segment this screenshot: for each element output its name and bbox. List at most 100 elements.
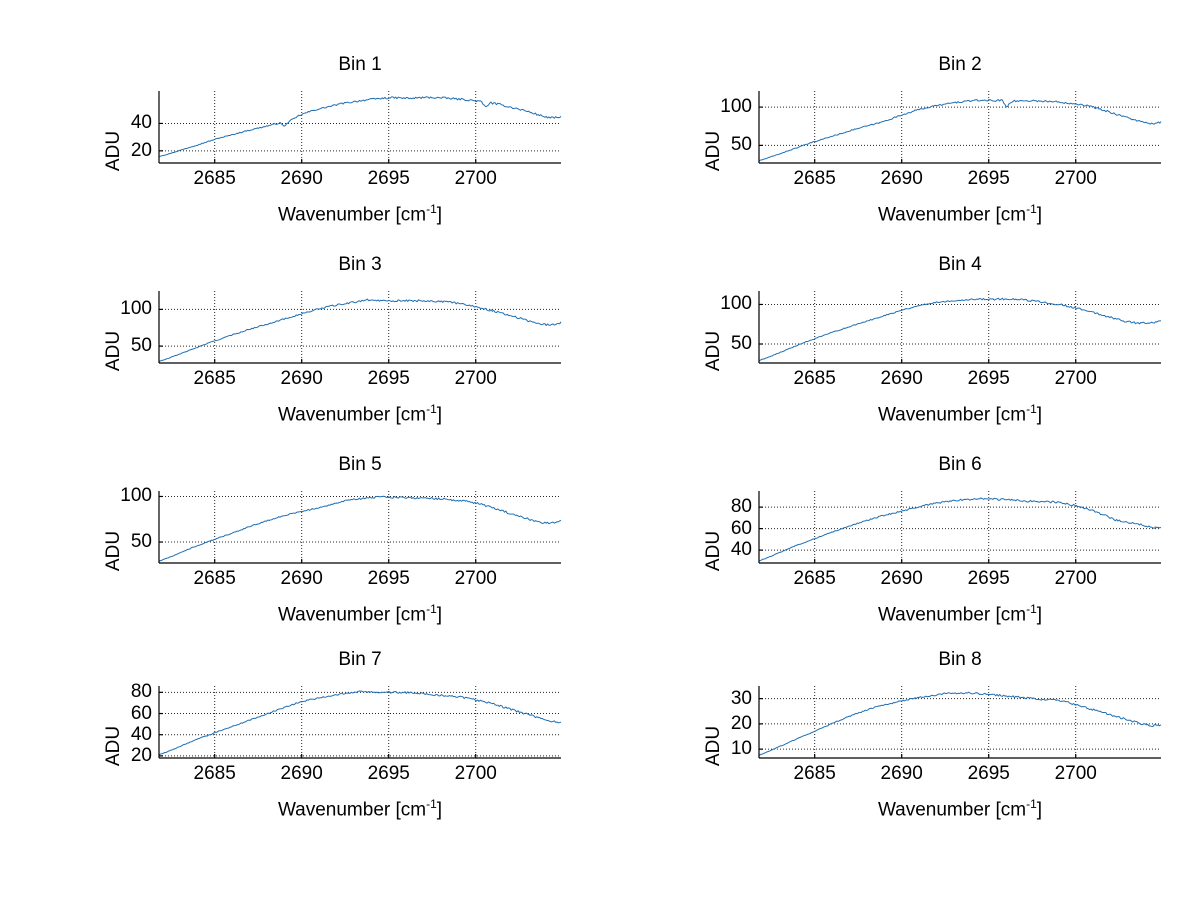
data-series-line [758,497,1162,562]
y-tick-label: 40 [130,112,152,134]
subplot-title: Bin 5 [338,454,382,475]
x-axis-label: Wavenumber [cm-1] [660,797,1200,821]
subplot-bin-3: Bin 3 ADU Wavenumber [cm-1] 50 100 2685 2690 26… [60,250,660,450]
x-tick-label: 2690 [280,168,323,189]
x-axis-label-tail: ] [436,799,443,821]
plot-area [158,685,562,759]
x-axis-label-tail: ] [1036,799,1043,821]
x-axis-label-tail: ] [1036,404,1043,426]
y-tick-label: 40 [730,539,752,561]
x-axis-label-exponent: -1 [426,602,437,616]
y-tick-label: 100 [720,293,752,315]
data-series-line [158,298,562,363]
data-series-line [758,297,1162,362]
x-tick-label: 2690 [280,368,323,389]
plot-area [158,290,562,364]
x-tick-label: 2700 [454,168,497,189]
x-axis-label-tail: ] [436,204,443,226]
x-axis-label: Wavenumber [cm-1] [60,202,660,226]
y-tick-label: 50 [130,531,152,553]
x-tick-label: 2695 [967,763,1010,784]
x-tick-label: 2690 [880,368,923,389]
plot-area [158,90,562,164]
subplot-bin-5: Bin 5 ADU Wavenumber [cm-1] 50 100 2685 2690 26… [60,450,660,650]
y-tick-label: 80 [130,681,152,703]
plot-area [758,685,1162,759]
subplot-title: Bin 8 [938,649,982,670]
x-axis-label-base: Wavenumber [cm [877,404,1027,426]
data-series-line [158,690,562,756]
x-tick-label: 2700 [1054,368,1097,389]
x-axis-label-tail: ] [436,604,443,626]
x-axis-label-base: Wavenumber [cm [277,799,427,821]
x-tick-label: 2685 [793,168,836,189]
x-axis-label: Wavenumber [cm-1] [660,402,1200,426]
plot-area [758,490,1162,564]
x-tick-label: 2695 [367,568,410,589]
x-tick-label: 2690 [280,568,323,589]
x-axis-label-tail: ] [436,404,443,426]
y-tick-label: 40 [130,723,152,745]
data-series-line [758,98,1162,162]
x-tick-label: 2690 [880,168,923,189]
x-tick-label: 2690 [280,763,323,784]
x-tick-label: 2685 [193,168,236,189]
plot-svg [158,291,562,364]
plot-area [758,90,1162,164]
plot-svg [758,491,1162,564]
x-tick-label: 2685 [193,368,236,389]
x-tick-label: 2685 [793,568,836,589]
plot-svg [158,491,562,564]
plot-svg [758,291,1162,364]
subplot-bin-2: Bin 2 ADU Wavenumber [cm-1] 50 100 2685 2690 26… [660,50,1200,250]
x-axis-label-base: Wavenumber [cm [877,604,1027,626]
x-tick-label: 2695 [367,368,410,389]
y-tick-label: 20 [130,139,152,161]
subplot-bin-8: Bin 8 ADU Wavenumber [cm-1] 10 20 30 2685 2690 2… [660,645,1200,845]
plot-svg [158,686,562,759]
y-tick-label: 20 [730,712,752,734]
x-axis-label-tail: ] [1036,604,1043,626]
y-tick-label: 100 [120,485,152,507]
subplot-title: Bin 6 [938,454,982,475]
plot-svg [158,91,562,164]
plot-svg [758,686,1162,759]
x-axis-label-base: Wavenumber [cm [877,799,1027,821]
subplot-title: Bin 7 [338,649,382,670]
x-tick-label: 2685 [193,568,236,589]
x-axis-label: Wavenumber [cm-1] [60,797,660,821]
x-tick-label: 2685 [793,763,836,784]
y-tick-label: 60 [130,702,152,724]
subplot-title: Bin 4 [938,254,982,275]
x-axis-label: Wavenumber [cm-1] [660,602,1200,626]
subplot-title: Bin 3 [338,254,382,275]
x-axis-label-tail: ] [1036,204,1043,226]
plot-svg [758,91,1162,164]
x-tick-label: 2690 [880,763,923,784]
x-axis-label-exponent: -1 [1026,402,1037,416]
x-axis-label-exponent: -1 [426,202,437,216]
data-series-line [758,691,1162,756]
subplot-title: Bin 2 [938,54,982,75]
x-axis-label: Wavenumber [cm-1] [660,202,1200,226]
x-axis-label-base: Wavenumber [cm [277,604,427,626]
subplot-title: Bin 1 [338,54,382,75]
plot-area [758,290,1162,364]
x-axis-label-base: Wavenumber [cm [877,204,1027,226]
y-tick-label: 20 [130,744,152,766]
x-tick-label: 2685 [793,368,836,389]
x-axis-label-exponent: -1 [426,797,437,811]
y-tick-label: 50 [730,333,752,354]
subplot-bin-7: Bin 7 ADU Wavenumber [cm-1] 20 40 60 80 2685 269… [60,645,660,845]
x-tick-label: 2695 [967,568,1010,589]
x-tick-label: 2700 [454,568,497,589]
x-axis-label-exponent: -1 [1026,202,1037,216]
x-tick-label: 2700 [1054,568,1097,589]
y-tick-label: 100 [120,298,152,320]
y-tick-label: 50 [730,134,752,156]
data-series-line [158,495,562,562]
x-axis-label: Wavenumber [cm-1] [60,602,660,626]
data-series-line [158,96,562,157]
plot-area [158,490,562,564]
